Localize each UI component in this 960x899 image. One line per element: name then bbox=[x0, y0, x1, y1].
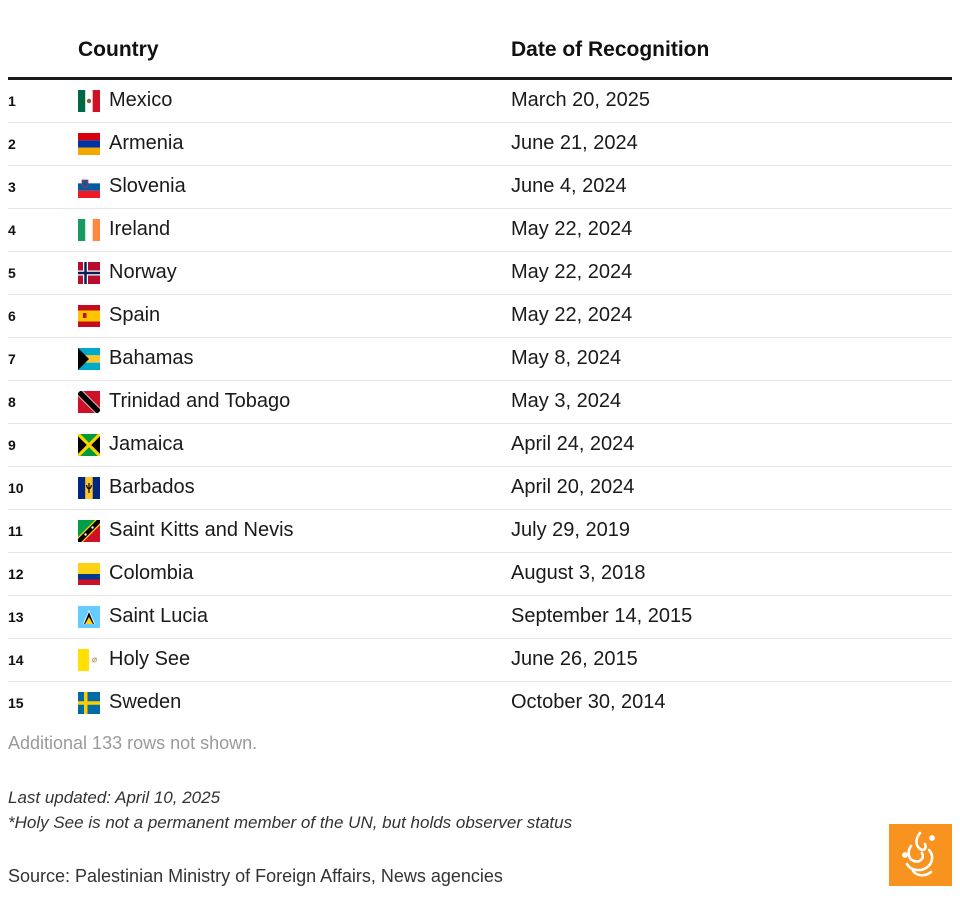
table-row: 4 Ireland May 22, 2024 bbox=[8, 209, 952, 252]
table-row: 3 Slovenia June 4, 2024 bbox=[8, 166, 952, 209]
row-rank: 10 bbox=[8, 480, 24, 496]
row-rank: 3 bbox=[8, 179, 16, 195]
mexico-flag-icon bbox=[78, 90, 100, 112]
row-date: June 21, 2024 bbox=[511, 132, 638, 154]
table-row: 12 Colombia August 3, 2018 bbox=[8, 553, 952, 596]
row-date: October 30, 2014 bbox=[511, 691, 666, 713]
table-row: 13 Saint Lucia September 14, 2015 bbox=[8, 596, 952, 639]
row-rank: 15 bbox=[8, 695, 24, 711]
spain-flag-icon bbox=[78, 305, 100, 327]
table-row: 5 Norway May 22, 2024 bbox=[8, 252, 952, 295]
source-note: Source: Palestinian Ministry of Foreign … bbox=[8, 866, 503, 886]
row-date: May 22, 2024 bbox=[511, 304, 633, 326]
row-rank: 9 bbox=[8, 437, 16, 453]
row-country: Bahamas bbox=[109, 347, 194, 369]
row-date: May 3, 2024 bbox=[511, 390, 622, 412]
row-rank: 2 bbox=[8, 136, 16, 152]
saint-kitts-flag-icon bbox=[78, 520, 100, 542]
table-header: Country Date of Recognition bbox=[8, 24, 952, 80]
jamaica-flag-icon bbox=[78, 434, 100, 456]
row-country: Slovenia bbox=[109, 175, 186, 197]
table-row: 9 Jamaica April 24, 2024 bbox=[8, 424, 952, 467]
norway-flag-icon bbox=[78, 262, 100, 284]
row-country: Saint Kitts and Nevis bbox=[109, 519, 294, 541]
holy-see-flag-icon bbox=[78, 649, 100, 671]
row-country: Armenia bbox=[109, 132, 184, 154]
al-jazeera-logo-icon bbox=[889, 824, 952, 886]
armenia-flag-icon bbox=[78, 133, 100, 155]
bahamas-flag-icon bbox=[78, 348, 100, 370]
table-body: 1 Mexico March 20, 2025 2 Armenia June 21, 20… bbox=[8, 80, 952, 724]
footnote: *Holy See is not a permanent member of t… bbox=[8, 813, 573, 832]
table-row: 15 Sweden October 30, 2014 bbox=[8, 682, 952, 724]
table-row: 1 Mexico March 20, 2025 bbox=[8, 80, 952, 123]
row-country: Spain bbox=[109, 304, 161, 326]
table-row: 11 Saint Kitts and Nevis July 29, 2019 bbox=[8, 510, 952, 553]
row-date: May 8, 2024 bbox=[511, 347, 622, 369]
column-header-country: Country bbox=[78, 38, 159, 61]
row-country: Colombia bbox=[109, 562, 194, 584]
row-date: March 20, 2025 bbox=[511, 89, 650, 111]
ireland-flag-icon bbox=[78, 219, 100, 241]
row-date: July 29, 2019 bbox=[511, 519, 630, 541]
saint-lucia-flag-icon bbox=[78, 606, 100, 628]
row-rank: 12 bbox=[8, 566, 24, 582]
trinidad-flag-icon bbox=[78, 391, 100, 413]
row-rank: 8 bbox=[8, 394, 16, 410]
column-header-date: Date of Recognition bbox=[511, 38, 710, 61]
table-row: 14 Holy See June 26, 2015 bbox=[8, 639, 952, 682]
row-date: September 14, 2015 bbox=[511, 605, 693, 627]
recognition-table: Country Date of Recognition 1 Mexico March… bbox=[8, 24, 952, 724]
row-country: Ireland bbox=[109, 218, 171, 240]
last-updated: Last updated: April 10, 2025 bbox=[8, 788, 221, 807]
row-rank: 1 bbox=[8, 93, 16, 109]
row-date: May 22, 2024 bbox=[511, 218, 633, 240]
barbados-flag-icon bbox=[78, 477, 100, 499]
row-country: Saint Lucia bbox=[109, 605, 208, 627]
row-date: June 4, 2024 bbox=[511, 175, 627, 197]
row-country: Barbados bbox=[109, 476, 195, 498]
row-country: Mexico bbox=[109, 89, 173, 111]
row-rank: 14 bbox=[8, 652, 24, 668]
more-rows-note: Additional 133 rows not shown. bbox=[8, 733, 258, 753]
row-date: August 3, 2018 bbox=[511, 562, 646, 584]
row-rank: 5 bbox=[8, 265, 16, 281]
table-row: 2 Armenia June 21, 2024 bbox=[8, 123, 952, 166]
table-row: 6 Spain May 22, 2024 bbox=[8, 295, 952, 338]
slovenia-flag-icon bbox=[78, 176, 100, 198]
row-country: Sweden bbox=[109, 691, 182, 713]
row-date: April 24, 2024 bbox=[511, 433, 635, 455]
colombia-flag-icon bbox=[78, 563, 100, 585]
sweden-flag-icon bbox=[78, 692, 100, 714]
table-row: 8 Trinidad and Tobago May 3, 2024 bbox=[8, 381, 952, 424]
row-date: June 26, 2015 bbox=[511, 648, 638, 670]
row-rank: 4 bbox=[8, 222, 16, 238]
row-country: Norway bbox=[109, 261, 177, 283]
row-rank: 13 bbox=[8, 609, 24, 625]
table-row: 7 Bahamas May 8, 2024 bbox=[8, 338, 952, 381]
row-country: Holy See bbox=[109, 648, 191, 670]
row-date: May 22, 2024 bbox=[511, 261, 633, 283]
row-country: Trinidad and Tobago bbox=[109, 390, 291, 412]
row-rank: 11 bbox=[8, 523, 23, 539]
row-country: Jamaica bbox=[109, 433, 184, 455]
row-rank: 6 bbox=[8, 308, 16, 324]
row-rank: 7 bbox=[8, 351, 16, 367]
row-date: April 20, 2024 bbox=[511, 476, 635, 498]
table-row: 10 Barbados April 20, 2024 bbox=[8, 467, 952, 510]
